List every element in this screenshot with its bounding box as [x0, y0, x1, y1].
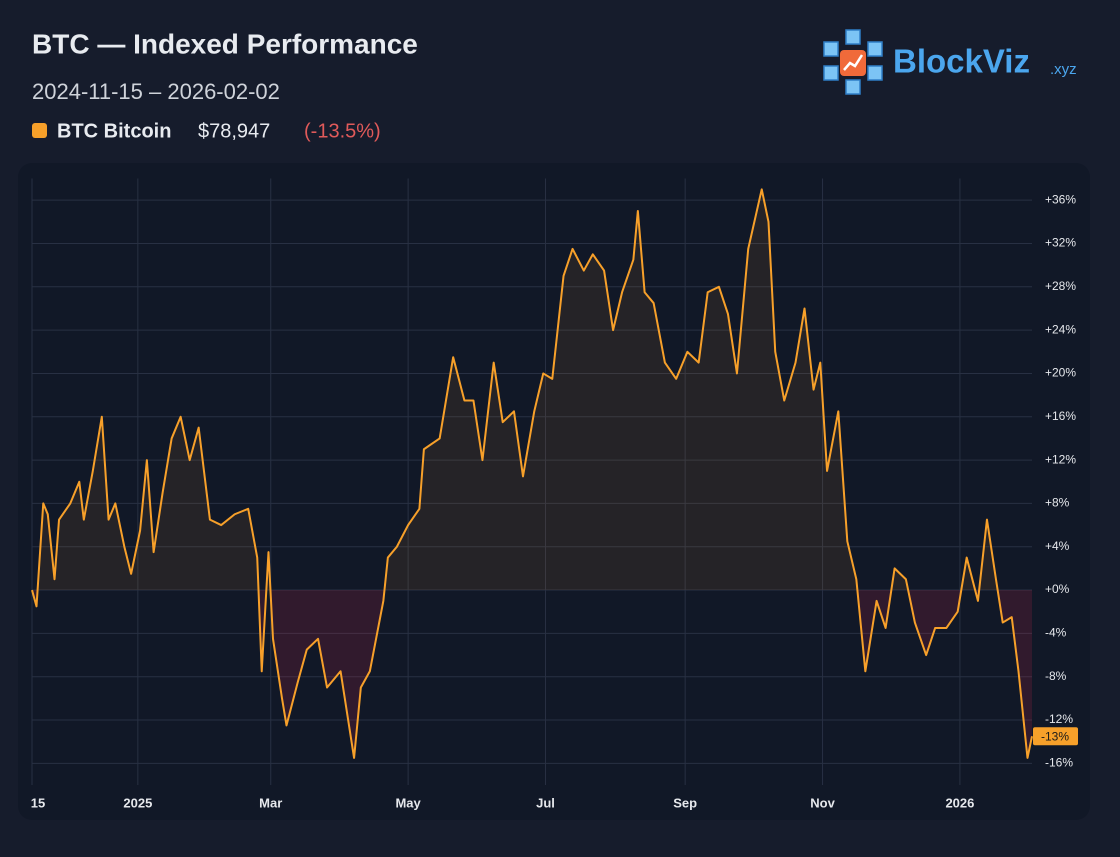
x-tick-label: Nov	[810, 795, 835, 810]
y-tick-label: +32%	[1045, 236, 1076, 250]
logo-name: BlockViz	[893, 43, 1030, 80]
legend-price: $78,947	[198, 120, 270, 142]
area-fill	[32, 590, 1032, 758]
last-value-label: -13%	[1041, 729, 1069, 743]
line	[31, 188, 1033, 759]
plot: -16% -12% -8% -4% +0% +4% +8% +12% +16% +20% +24% +…	[31, 178, 1078, 810]
y-tick-label: -12%	[1045, 712, 1073, 726]
x-tick-label: 15	[31, 795, 45, 810]
y-tick-label: -4%	[1045, 626, 1067, 640]
legend-change: (-13.5%)	[304, 120, 381, 142]
x-tick-label: May	[395, 795, 421, 810]
x-tick-label: Sep	[673, 795, 697, 810]
y-tick-label: +16%	[1045, 409, 1076, 423]
x-tick-label: 2025	[123, 795, 152, 810]
y-tick-label: +20%	[1045, 366, 1076, 380]
y-tick-label: -8%	[1045, 669, 1067, 683]
y-tick-label: +24%	[1045, 322, 1076, 336]
y-tick-label: -16%	[1045, 756, 1073, 770]
y-tick-label: +28%	[1045, 279, 1076, 293]
y-tick-label: +4%	[1045, 539, 1070, 553]
y-tick-label: +0%	[1045, 582, 1070, 596]
y-tick-label: +8%	[1045, 496, 1070, 510]
logo-icon	[823, 29, 883, 95]
chart-subtitle: 2024-11-15 – 2026-02-02	[32, 79, 280, 104]
legend-name: BTC Bitcoin	[57, 120, 171, 142]
x-tick-label: Mar	[259, 795, 282, 810]
logo-suffix: .xyz	[1050, 61, 1077, 78]
chart-panel	[18, 163, 1090, 820]
x-tick-label: Jul	[536, 795, 555, 810]
area-fill	[37, 189, 998, 591]
y-tick-label: +12%	[1045, 452, 1076, 466]
last-value-tag	[1033, 727, 1078, 746]
x-tick-label: 2026	[945, 795, 974, 810]
legend-swatch	[32, 123, 47, 138]
y-tick-label: +36%	[1045, 192, 1076, 206]
chart-title: BTC — Indexed Performance	[32, 28, 418, 59]
